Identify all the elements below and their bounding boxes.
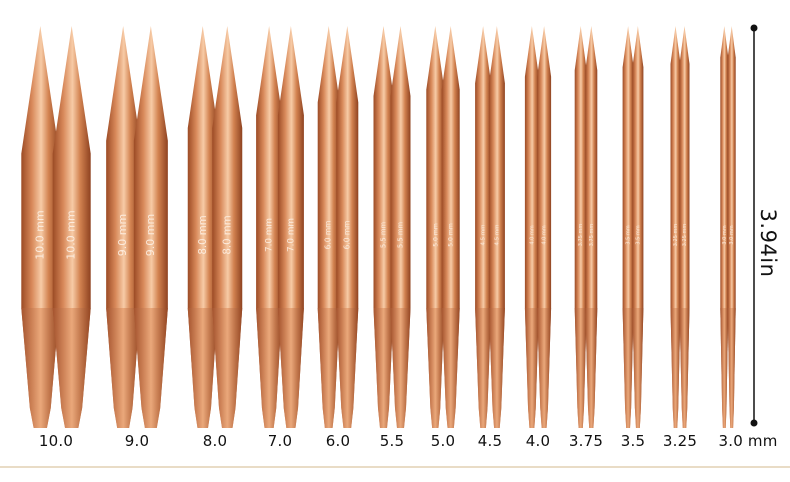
needle-base xyxy=(727,308,736,428)
needle-base xyxy=(585,308,598,428)
size-label: 3.75 xyxy=(568,432,604,450)
needle-engraving: 8.0 mm xyxy=(222,215,233,254)
needle-engraving: 6.0 mm xyxy=(324,221,333,250)
needle-engraving: 10.0 mm xyxy=(33,210,46,259)
needle-engraving: 6.0 mm xyxy=(342,221,351,250)
needle-base xyxy=(426,308,445,428)
needle-engraving: 3.75 mm xyxy=(578,224,584,247)
needle-base xyxy=(670,308,681,428)
needle-engraving: 4.0 mm xyxy=(529,225,535,244)
size-label: 4.0 xyxy=(525,432,551,450)
dimension-label: 3.94in xyxy=(756,208,780,278)
needle-base xyxy=(106,308,141,428)
size-label: 3.5 xyxy=(620,432,646,450)
needle-base xyxy=(373,308,394,428)
needle-base xyxy=(133,308,168,428)
size-label: 5.0 xyxy=(430,432,456,450)
needle-engraving: 3.0 mm xyxy=(729,225,735,244)
needle-base xyxy=(277,308,304,428)
needle-engraving: 7.0 mm xyxy=(265,218,275,252)
needle-base xyxy=(488,308,505,428)
needle-engraving: 9.0 mm xyxy=(116,214,129,256)
dimension-dot-top xyxy=(750,24,758,32)
needle-base xyxy=(52,308,91,428)
needle-base xyxy=(475,308,492,428)
needle-base xyxy=(537,308,552,428)
needle-engraving: 4.5 mm xyxy=(494,225,500,246)
needle-engraving: 10.0 mm xyxy=(65,210,78,259)
needle-engraving: 5.0 mm xyxy=(448,223,455,247)
needle-base xyxy=(574,308,587,428)
needle-base xyxy=(622,308,634,428)
needle-base xyxy=(390,308,411,428)
needle-engraving: 4.5 mm xyxy=(481,225,487,246)
needle-engraving: 9.0 mm xyxy=(144,214,157,256)
needle-base xyxy=(720,308,729,428)
size-label: 10.0 xyxy=(38,432,74,450)
needle-engraving: 7.0 mm xyxy=(286,218,296,252)
needle-engraving: 3.5 mm xyxy=(626,225,632,244)
size-label: 7.0 xyxy=(267,432,293,450)
size-label: 3.25 xyxy=(662,432,698,450)
needle-base xyxy=(336,308,359,428)
needle-engraving: 3.5 mm xyxy=(635,225,641,244)
size-label: 5.5 xyxy=(379,432,405,450)
needle-engraving: 3.25 mm xyxy=(682,224,688,247)
dimension-dot-bottom xyxy=(750,419,758,427)
needle-engraving: 8.0 mm xyxy=(198,215,209,254)
needle-engraving: 5.0 mm xyxy=(432,223,439,247)
size-label: 9.0 xyxy=(124,432,150,450)
needle-base xyxy=(524,308,539,428)
needle-base xyxy=(256,308,283,428)
needle-engraving: 3.25 mm xyxy=(673,224,679,247)
size-label: 4.5 xyxy=(477,432,503,450)
size-label: 3.0 mm xyxy=(718,432,778,450)
needle-engraving: 3.75 mm xyxy=(589,224,595,247)
needle-base xyxy=(632,308,644,428)
needle-engraving: 4.0 mm xyxy=(542,225,548,244)
size-label: 8.0 xyxy=(202,432,228,450)
size-label: 6.0 xyxy=(325,432,351,450)
needle-engraving: 3.0 mm xyxy=(722,225,728,244)
needle-base xyxy=(317,308,340,428)
needle-base xyxy=(441,308,460,428)
needle-base xyxy=(212,308,243,428)
needle-engraving: 5.5 mm xyxy=(397,222,405,249)
needle-engraving: 5.5 mm xyxy=(380,222,388,249)
divider-line xyxy=(0,466,790,468)
needle-base xyxy=(679,308,690,428)
needle-base xyxy=(187,308,218,428)
needle-base xyxy=(21,308,60,428)
